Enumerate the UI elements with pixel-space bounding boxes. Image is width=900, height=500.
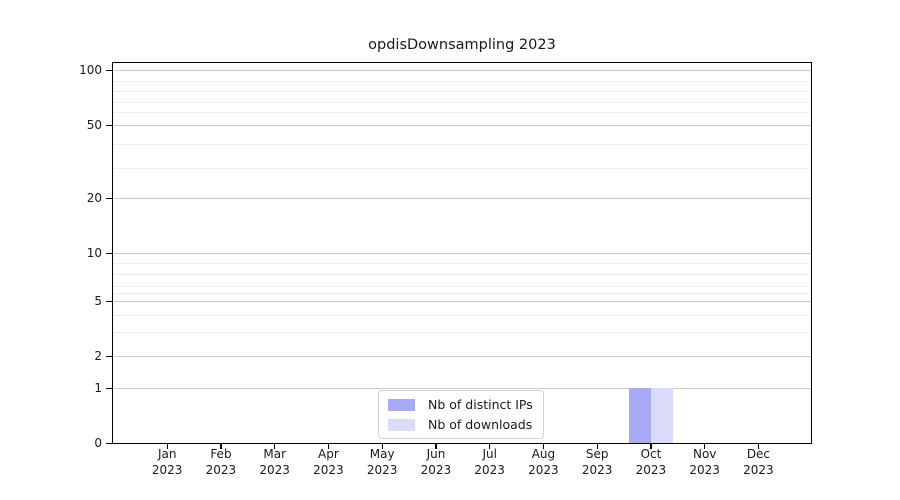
legend-label: Nb of distinct IPs — [428, 397, 533, 412]
y-tick-100 — [106, 70, 112, 72]
x-tick-dec-2023 — [757, 443, 760, 449]
y-tick-label-100: 100 — [79, 62, 102, 77]
x-tick-aug-2023 — [542, 443, 545, 449]
legend-swatch-icon — [388, 398, 415, 411]
gridline-minor-90 — [113, 81, 811, 82]
x-tick-label-feb-2023: Feb 2023 — [205, 447, 237, 477]
legend-row-1: Nb of distinct IPs — [388, 397, 533, 412]
gridline-major-50 — [113, 125, 811, 126]
legend-row-2: Nb of downloads — [388, 417, 533, 432]
x-tick-feb-2023 — [220, 443, 222, 449]
x-tick-apr-2023 — [327, 443, 330, 449]
chart-title: opdisDownsampling 2023 — [368, 37, 556, 53]
gridline-minor-3 — [113, 332, 811, 333]
legend: Nb of distinct IPs Nb of downloads — [378, 390, 544, 439]
y-tick-10 — [106, 253, 112, 255]
gridline-major-20 — [113, 198, 811, 199]
gridline-minor-7 — [113, 286, 811, 287]
x-tick-label-jan-2023: Jan 2023 — [151, 447, 183, 477]
y-tick-2 — [106, 356, 112, 358]
y-tick-label-50: 50 — [86, 117, 102, 132]
x-tick-label-nov-2023: Nov 2023 — [689, 447, 720, 477]
x-tick-jun-2023 — [435, 443, 437, 449]
legend-swatch-icon — [388, 418, 415, 431]
x-tick-mar-2023 — [274, 443, 276, 449]
y-tick-label-1: 1 — [94, 380, 102, 395]
y-tick-label-20: 20 — [86, 190, 102, 205]
gridline-minor-4 — [113, 315, 811, 316]
y-tick-1 — [106, 388, 112, 390]
y-tick-label-2: 2 — [94, 348, 102, 363]
gridline-major-10 — [113, 253, 811, 254]
x-tick-may-2023 — [381, 443, 383, 449]
x-tick-label-mar-2023: Mar 2023 — [259, 447, 290, 477]
x-tick-label-may-2023: May 2023 — [366, 447, 398, 477]
gridline-minor-80 — [113, 91, 811, 92]
gridline-minor-40 — [113, 144, 811, 145]
y-tick-20 — [106, 198, 112, 200]
x-tick-label-sep-2023: Sep 2023 — [581, 447, 613, 477]
gridline-major-5 — [113, 301, 811, 302]
gridline-minor-8 — [113, 274, 811, 275]
gridline-major-2 — [113, 356, 811, 357]
x-tick-label-apr-2023: Apr 2023 — [313, 447, 344, 477]
gridline-major-1 — [113, 388, 811, 389]
x-tick-jan-2023 — [166, 443, 168, 449]
gridline-minor-9 — [113, 263, 811, 264]
y-tick-label-0: 0 — [94, 435, 102, 450]
y-tick-label-10: 10 — [86, 245, 102, 260]
legend-label: Nb of downloads — [428, 417, 533, 432]
x-tick-oct-2023 — [650, 443, 652, 449]
plot-area: Nb of distinct IPs Nb of downloads — [112, 62, 812, 444]
gridline-minor-30 — [113, 168, 811, 169]
x-tick-label-oct-2023: Oct 2023 — [635, 447, 667, 477]
x-tick-jul-2023 — [489, 443, 491, 449]
x-tick-nov-2023 — [704, 443, 706, 449]
gridline-minor-6 — [113, 293, 811, 294]
gridline-minor-60 — [113, 112, 811, 113]
x-tick-label-jun-2023: Jun 2023 — [420, 447, 452, 477]
x-tick-label-aug-2023: Aug 2023 — [528, 447, 559, 477]
x-tick-sep-2023 — [596, 443, 598, 449]
y-tick-0 — [106, 443, 112, 445]
y-tick-5 — [106, 301, 112, 303]
bar-nb-of-distinct-ips-oct-2023 — [628, 388, 651, 443]
x-tick-label-dec-2023: Dec 2023 — [743, 447, 774, 477]
y-tick-label-5: 5 — [94, 293, 102, 308]
y-tick-50 — [106, 125, 112, 127]
gridline-major-100 — [113, 70, 811, 71]
gridline-minor-70 — [113, 102, 811, 103]
x-tick-label-jul-2023: Jul 2023 — [474, 447, 505, 477]
bar-nb-of-downloads-oct-2023 — [650, 388, 673, 443]
